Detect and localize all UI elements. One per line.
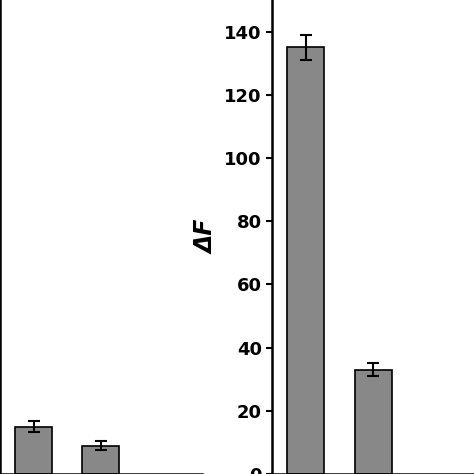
Bar: [355, 370, 392, 474]
Y-axis label: ΔF: ΔF: [195, 220, 219, 254]
Bar: [15, 427, 52, 474]
Bar: [82, 446, 119, 474]
Bar: [287, 47, 324, 474]
